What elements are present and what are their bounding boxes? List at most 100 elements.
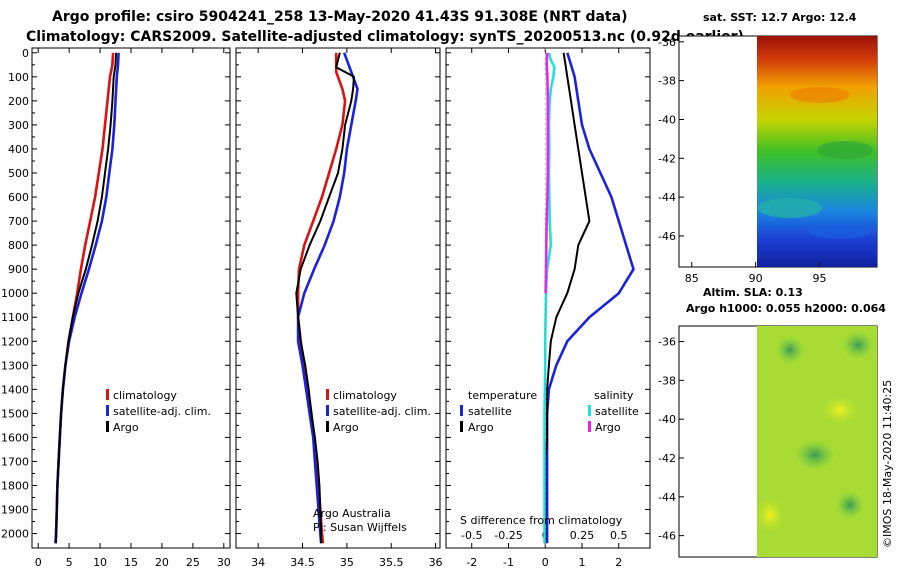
y-tick-label: 0 xyxy=(22,47,29,60)
map-y-tick-label: -40 xyxy=(658,113,676,126)
legend-label-climatology: climatology xyxy=(113,389,177,402)
sla-map-feature xyxy=(842,331,874,359)
y-tick-label: 1800 xyxy=(1,480,29,493)
legend-label-temp-satellite: satellite xyxy=(468,405,512,418)
sla-map: -36 -38 -40 -42 -44 -46 xyxy=(658,325,878,558)
x-tick-label: 10 xyxy=(93,556,107,569)
legend-heading-salinity: salinity xyxy=(594,389,634,402)
temperature-legend: climatology satellite-adj. clim. Argo xyxy=(106,389,211,434)
series-line-climatology xyxy=(54,52,115,544)
plot-frame xyxy=(445,47,651,549)
legend-label-climatology: climatology xyxy=(333,389,397,402)
y-tick-label: 2000 xyxy=(1,528,29,541)
sst-map-title: sat. SST: 12.7 Argo: 12.4 xyxy=(703,11,857,24)
y-tick-label: 500 xyxy=(8,167,29,180)
y-tick-label: 1700 xyxy=(1,455,29,468)
legend-heading-temperature: temperature xyxy=(468,389,537,402)
y-tick-label: 900 xyxy=(8,263,29,276)
legend-swatch-sal-argo xyxy=(588,421,591,432)
sla-map-feature xyxy=(822,396,858,424)
y-tick-label: 300 xyxy=(8,119,29,132)
figure-title-line2: Climatology: CARS2009. Satellite-adjuste… xyxy=(26,29,744,45)
plot-frame xyxy=(235,47,441,549)
map-y-tick-label: -44 xyxy=(658,491,676,504)
salinity-panel: 34 34.5 35 35.5 36 xyxy=(235,47,443,569)
x2-tick-label: 0.5 xyxy=(610,529,628,542)
legend-label-satellite: satellite-adj. clim. xyxy=(333,405,431,418)
legend-swatch-argo xyxy=(106,421,109,432)
map-y-tick-label: -42 xyxy=(658,152,676,165)
series-line-satellite-adj-clim- xyxy=(54,52,120,544)
sla-map-feature xyxy=(836,491,864,519)
legend-swatch-temp-argo xyxy=(460,421,463,432)
series-line-temperature-satellite xyxy=(545,52,635,544)
map-y-tick-label: -46 xyxy=(658,230,676,243)
y-tick-label: 700 xyxy=(8,215,29,228)
sla-map-subtitle: Argo h1000: 0.055 h2000: 0.064 xyxy=(686,302,886,315)
x-tick-label: 0 xyxy=(35,556,42,569)
sst-map: -36 -38 -40 -42 -44 -46 85 90 95 xyxy=(658,35,878,285)
series-line-argo xyxy=(295,52,355,544)
series-line-argo xyxy=(55,52,118,544)
series-line-climatology xyxy=(296,52,347,544)
series-line-satellite-adj-clim- xyxy=(296,52,359,544)
legend-swatch-sal-satellite xyxy=(588,405,591,416)
x-tick-label: 1 xyxy=(579,556,586,569)
y-tick-label: 1300 xyxy=(1,359,29,372)
difference-xlabel: S difference from climatology xyxy=(460,514,623,527)
legend-label-argo: Argo xyxy=(113,421,139,434)
map-y-tick-label: -44 xyxy=(658,191,676,204)
x-tick-label: 25 xyxy=(186,556,200,569)
map-y-tick-label: -36 xyxy=(658,336,676,349)
y-tick-label: 100 xyxy=(8,71,29,84)
x-tick-label: -2 xyxy=(466,556,477,569)
x-tick-label: 0 xyxy=(542,556,549,569)
sla-map-feature xyxy=(756,497,784,533)
legend-label-temp-argo: Argo xyxy=(468,421,494,434)
y-tick-label: 400 xyxy=(8,143,29,156)
imos-timestamp: ©IMOS 18-May-2020 11:40:25 xyxy=(881,380,894,548)
x-tick-label: 20 xyxy=(155,556,169,569)
salinity-legend: climatology satellite-adj. clim. Argo xyxy=(326,389,431,434)
map-y-tick-label: -36 xyxy=(658,36,676,49)
x-tick-label: 36 xyxy=(429,556,443,569)
y-tick-label: 1900 xyxy=(1,504,29,517)
map-y-tick-label: -42 xyxy=(658,452,676,465)
map-y-tick-label: -40 xyxy=(658,413,676,426)
x-tick-label: 34 xyxy=(251,556,265,569)
map-y-tick-label: -38 xyxy=(658,75,676,88)
plot-frame xyxy=(31,47,231,549)
difference-panel: -2 -1 0 1 2-0.5 -0.25 0 0.25 0.5 xyxy=(445,47,651,569)
y-tick-label: 800 xyxy=(8,239,29,252)
sla-map-feature xyxy=(776,336,804,364)
map-y-tick-label: -46 xyxy=(658,530,676,543)
x-tick-label: 35 xyxy=(340,556,354,569)
y-tick-label: 200 xyxy=(8,95,29,108)
credit-group: Argo Australia xyxy=(313,507,391,520)
x-tick-label: 15 xyxy=(124,556,138,569)
credit-pi: PI: Susan Wijffels xyxy=(313,521,407,534)
map-x-tick-label: 90 xyxy=(749,272,763,285)
x-tick-label: 34.5 xyxy=(290,556,315,569)
sla-map-title: Altim. SLA: 0.13 xyxy=(703,286,803,299)
x-tick-label: 2 xyxy=(615,556,622,569)
legend-swatch-argo xyxy=(326,421,329,432)
legend-swatch-satellite xyxy=(326,405,329,416)
legend-label-sal-satellite: satellite xyxy=(595,405,639,418)
legend-swatch-satellite xyxy=(106,405,109,416)
legend-swatch-climatology xyxy=(326,389,329,400)
sla-map-feature xyxy=(795,440,835,470)
y-tick-label: 1200 xyxy=(1,335,29,348)
series-line-salinity-argo xyxy=(544,52,550,294)
x-tick-label: 30 xyxy=(217,556,231,569)
y-tick-label: 600 xyxy=(8,191,29,204)
map-x-tick-label: 85 xyxy=(685,272,699,285)
x2-tick-label: 0.25 xyxy=(570,529,595,542)
y-tick-label: 1500 xyxy=(1,407,29,420)
legend-label-satellite: satellite-adj. clim. xyxy=(113,405,211,418)
difference-legend: temperature salinity satellite Argo sate… xyxy=(460,389,639,434)
x2-tick-label: -0.5 xyxy=(461,529,482,542)
legend-label-argo: Argo xyxy=(333,421,359,434)
x-tick-label: 35.5 xyxy=(379,556,404,569)
map-x-tick-label: 95 xyxy=(813,272,827,285)
